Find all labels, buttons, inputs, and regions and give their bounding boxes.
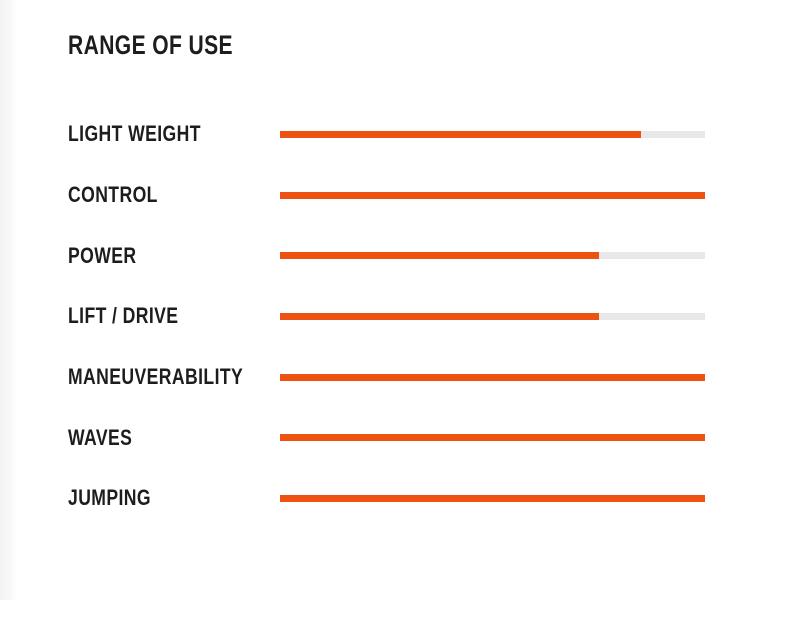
bar-track	[280, 130, 705, 138]
bar-rows: LIGHT WEIGHT CONTROL POWER LIFT / DRIVE	[68, 104, 705, 529]
chart-row-light-weight: LIGHT WEIGHT	[68, 104, 705, 165]
row-label: CONTROL	[68, 182, 158, 208]
row-label: LIGHT WEIGHT	[68, 121, 201, 147]
bar-fill	[280, 130, 642, 138]
bar-track	[280, 252, 705, 260]
bar-fill	[280, 494, 705, 502]
row-label: LIFT / DRIVE	[68, 303, 179, 329]
row-label: JUMPING	[68, 485, 151, 511]
page-edge-shadow	[0, 0, 18, 600]
bar-track	[280, 373, 705, 381]
chart-row-lift-drive: LIFT / DRIVE	[68, 286, 705, 347]
chart-row-control: CONTROL	[68, 165, 705, 226]
bar-fill	[280, 434, 705, 442]
bar-fill	[280, 373, 705, 381]
chart-row-jumping: JUMPING	[68, 468, 705, 529]
chart-title: RANGE OF USE	[68, 30, 233, 60]
bar-fill	[280, 252, 599, 260]
chart-row-waves: WAVES	[68, 407, 705, 468]
bar-track	[280, 434, 705, 442]
bar-track	[280, 312, 705, 320]
chart-row-power: POWER	[68, 225, 705, 286]
bar-track	[280, 191, 705, 199]
bar-track	[280, 494, 705, 502]
row-label: MANEUVERABILITY	[68, 364, 244, 390]
row-label: POWER	[68, 242, 137, 268]
row-label: WAVES	[68, 424, 133, 450]
bar-fill	[280, 191, 705, 199]
bar-fill	[280, 312, 599, 320]
chart-row-maneuverability: MANEUVERABILITY	[68, 347, 705, 408]
